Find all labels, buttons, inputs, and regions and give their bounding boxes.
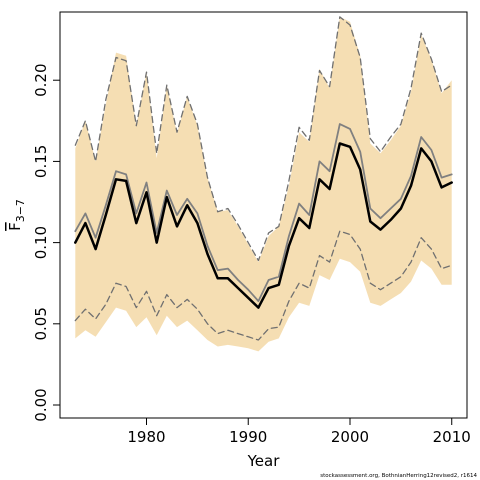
footnote: stockassessment.org, BothnianHerring12re… (320, 473, 477, 479)
x-tick-label: 1980 (127, 428, 165, 446)
plot-frame (59, 11, 468, 419)
y-tick-label: 0.05 (32, 307, 50, 340)
plot-area (74, 16, 453, 352)
confidence-band (75, 16, 452, 352)
y-axis-title-subscript: 3−7 (14, 199, 27, 222)
estimate-line (74, 142, 453, 309)
x-axis: 1980 1990 2000 2010 (127, 418, 471, 446)
x-tick-label: 1990 (229, 428, 267, 446)
previous-lower-ci-line (74, 230, 453, 341)
x-tick-label: 2000 (331, 428, 369, 446)
x-axis-title: Year (247, 452, 281, 470)
previous-estimate-line (74, 123, 453, 303)
previous-upper-ci-line (74, 16, 453, 262)
y-tick-label: 0.10 (32, 226, 50, 259)
y-tick-label: 0.20 (32, 63, 50, 96)
y-tick-label: 0.00 (32, 388, 50, 421)
y-axis-title-main: F (6, 222, 24, 231)
y-tick-label: 0.15 (32, 145, 50, 178)
x-tick-label: 2010 (433, 428, 471, 446)
y-axis: 0.00 0.05 0.10 0.15 0.20 (32, 63, 60, 422)
svg-text:F3−7: F3−7 (6, 199, 27, 231)
y-axis-title: F3−7 (6, 199, 27, 231)
